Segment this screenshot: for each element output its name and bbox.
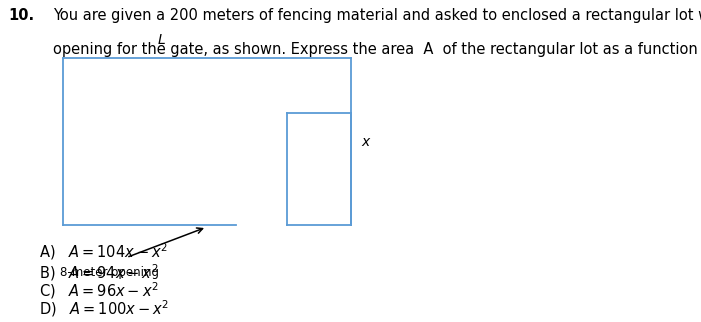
Text: 8-meter opening: 8-meter opening xyxy=(60,266,158,279)
Text: D)   $\mathit{A} = 100\mathit{x} - \mathit{x}^{2}$: D) $\mathit{A} = 100\mathit{x} - \mathit… xyxy=(39,298,169,319)
Text: A)   $\mathit{A} = 104\mathit{x} - \mathit{x}^{2}$: A) $\mathit{A} = 104\mathit{x} - \mathit… xyxy=(39,242,168,262)
Text: C)   $\mathit{A} = 96\mathit{x} - \mathit{x}^{2}$: C) $\mathit{A} = 96\mathit{x} - \mathit{… xyxy=(39,280,158,301)
Text: $L$: $L$ xyxy=(157,33,165,47)
Text: $x$: $x$ xyxy=(361,135,372,149)
Text: B)   $\mathit{A} = 94\mathit{x} - \mathit{x}^{2}$: B) $\mathit{A} = 94\mathit{x} - \mathit{… xyxy=(39,263,158,283)
Text: You are given a 200 meters of fencing material and asked to enclosed a rectangul: You are given a 200 meters of fencing ma… xyxy=(53,8,701,23)
Text: 10.: 10. xyxy=(8,8,34,23)
Text: opening for the gate, as shown. Express the area  A  of the rectangular lot as a: opening for the gate, as shown. Express … xyxy=(53,42,701,57)
